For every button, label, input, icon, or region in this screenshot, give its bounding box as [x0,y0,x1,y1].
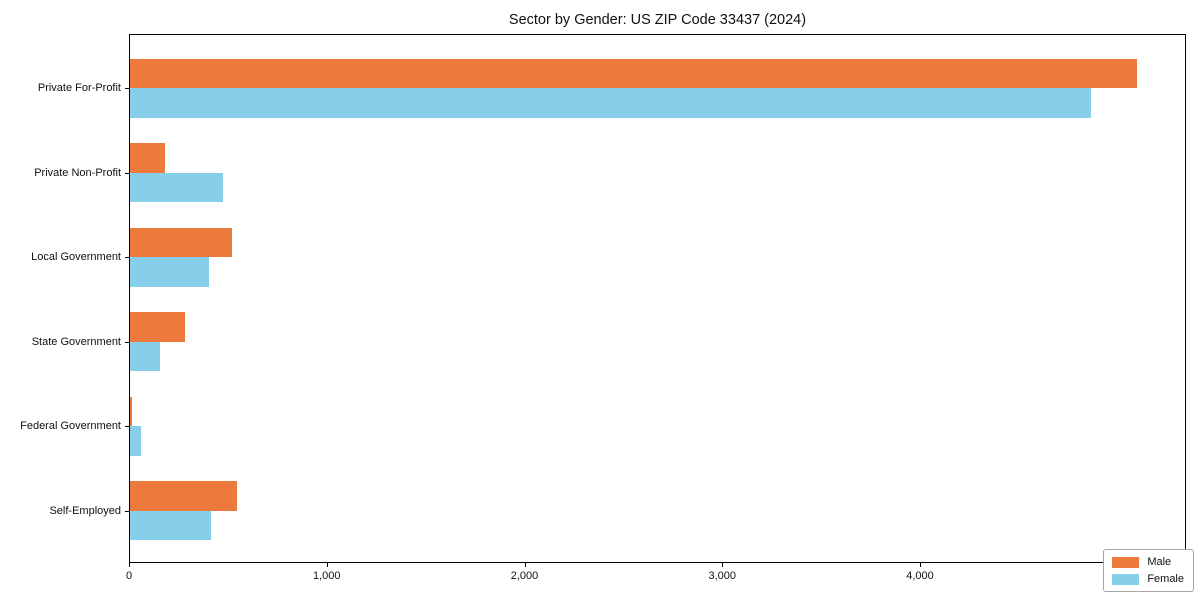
bar-male-5 [130,481,237,511]
x-axis-tick-label: 4,000 [906,570,934,582]
y-axis-label: Self-Employed [49,504,121,517]
plot-area [129,34,1186,563]
bar-male-0 [130,58,1137,88]
legend: Male Female [1103,549,1194,592]
x-axis-tick [920,563,922,567]
bar-male-4 [130,396,132,426]
legend-label-female: Female [1147,573,1184,585]
bar-female-1 [130,172,223,202]
legend-item-male: Male [1112,556,1184,568]
female-swatch [1112,573,1140,585]
legend-item-female: Female [1112,573,1184,585]
x-axis-tick [129,563,130,567]
y-axis-label: Private Non-Profit [34,166,121,179]
bar-female-2 [130,257,210,287]
bar-female-3 [130,341,160,371]
chart-title: Sector by Gender: US ZIP Code 33437 (202… [508,12,807,28]
x-axis-tick-label: 3,000 [708,570,737,582]
y-axis-label: State Government [31,335,121,348]
y-axis-tick [125,172,129,174]
x-axis-tick [326,563,328,567]
y-axis-label: Federal Government [20,420,121,432]
bar-female-5 [130,510,212,540]
x-axis-tick-label: 2,000 [510,570,539,582]
legend-label-male: Male [1147,556,1172,568]
y-axis-tick [125,341,129,343]
bar-female-4 [130,426,142,456]
y-axis-tick [125,426,129,427]
y-axis-label: Local Government [31,251,121,263]
male-swatch [1112,556,1140,568]
bar-female-0 [130,88,1092,118]
y-axis-tick [125,510,129,512]
x-axis-tick [722,563,724,567]
bar-male-2 [130,227,232,257]
y-axis-tick [125,88,129,89]
y-axis-tick [125,257,129,258]
x-axis-tick-label: 0 [125,570,133,582]
bar-male-1 [130,143,165,173]
x-axis-tick [524,563,526,567]
bar-male-3 [130,312,185,342]
x-axis-tick-label: 1,000 [312,570,341,582]
y-axis-label: Private For-Profit [37,82,121,94]
